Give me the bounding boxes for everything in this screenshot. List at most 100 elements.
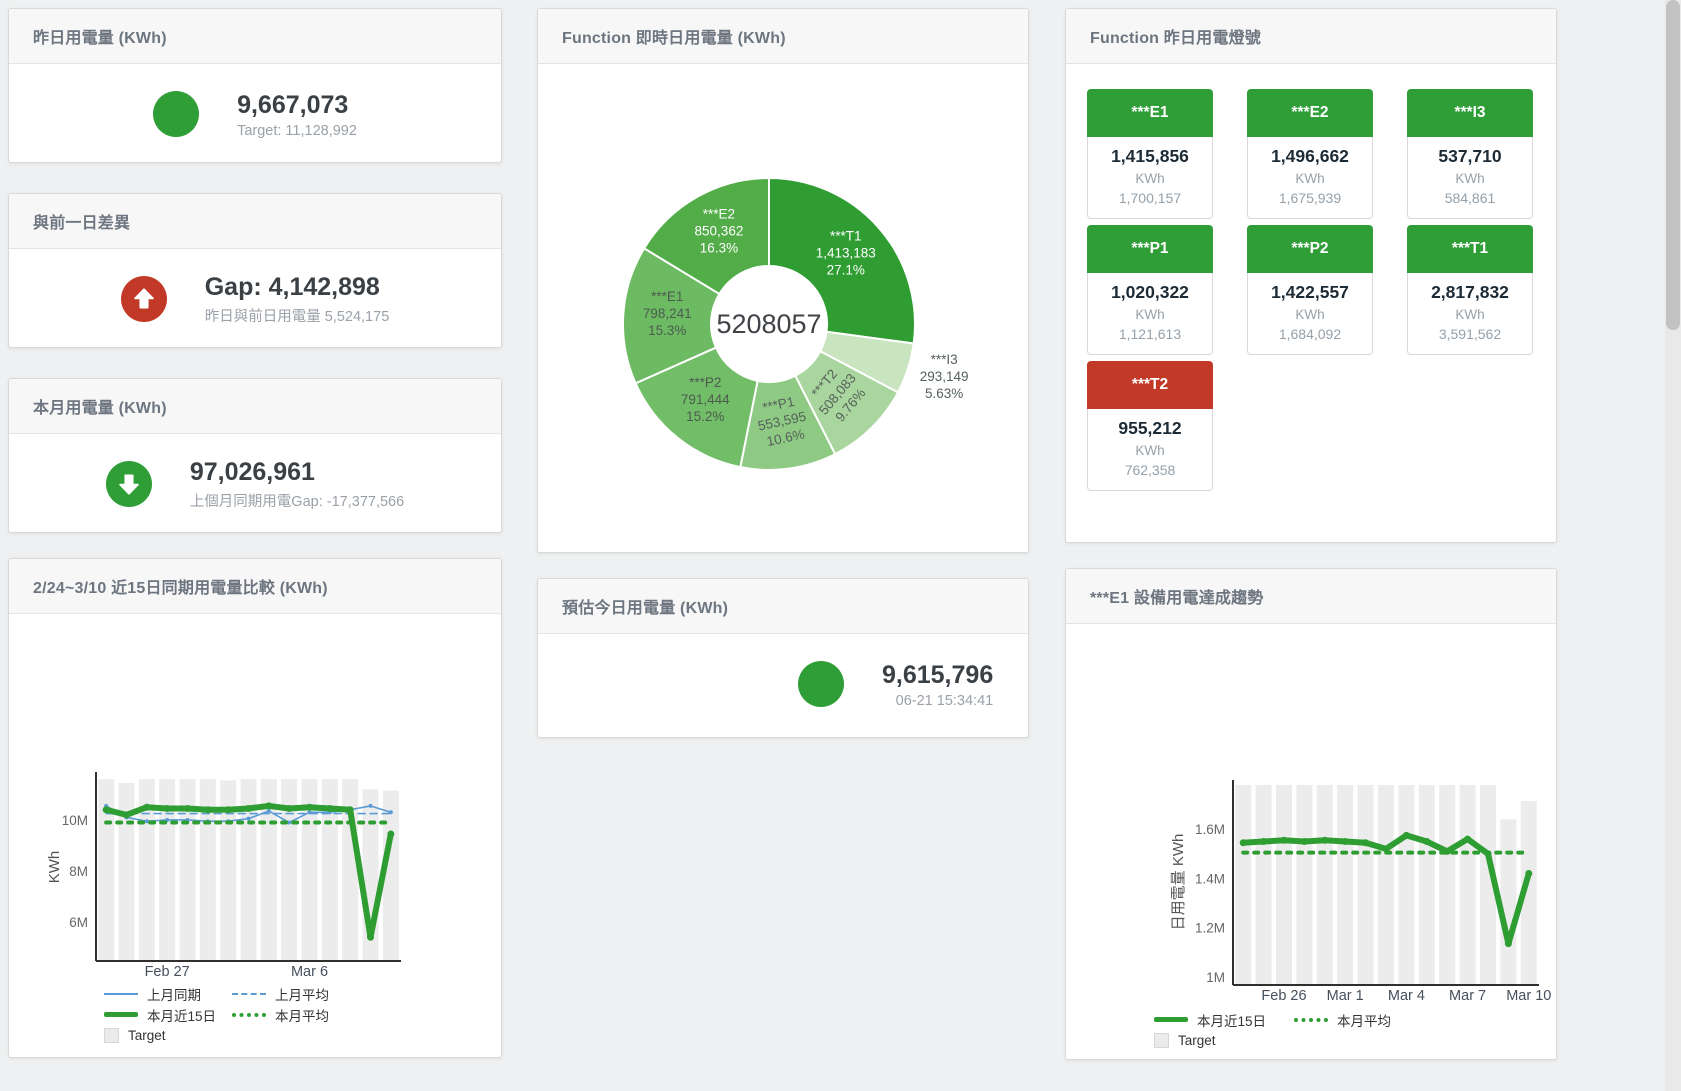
target-bar [382,790,399,961]
series-point [265,802,273,810]
panel-header[interactable]: 本月用電量 (KWh) [9,379,501,434]
panel-yesterday-usage: 昨日用電量 (KWh) 9,667,073 Target: 11,128,992 [8,8,502,163]
series-point [367,933,374,941]
status-light-tile: ***T1 2,817,832 KWh 3,591,562 [1407,225,1533,355]
panel-gap-previous-day: 與前一日差異 Gap: 4,142,898 昨日與前日用電量 5,524,175 [8,193,502,348]
donut-slice-E1[interactable] [622,246,721,385]
status-light-tile: ***P1 1,020,322 KWh 1,121,613 [1087,225,1213,355]
function-usage-donut-chart[interactable]: ***T1 1,413,183 27.1%***I3 293,149 5.63%***T… [538,64,1028,553]
series-point [204,806,212,814]
series-point [245,804,252,812]
tile-target: 1,700,157 [1118,190,1182,206]
panel-header[interactable]: ***E1 設備用電達成趨勢 [1066,569,1556,624]
tile-target: 1,675,939 [1278,190,1342,206]
stat-sub: 上個月同期用電Gap: -17,377,566 [189,494,405,510]
series-point [123,811,130,819]
target-box-icon [104,1028,119,1043]
chart-legend: 上月同期 上月平均 本月近15日 本月平均 Target [104,983,329,1046]
legend-row: 本月近15日 本月平均 [1154,1009,1391,1030]
legend-label: 本月平均 [275,1008,329,1024]
donut-slice-label: ***T1 1,413,183 27.1% [816,228,876,277]
tile-body: 1,415,856 KWh 1,700,157 [1087,137,1213,219]
target-bar [1378,784,1394,985]
target-bar [179,779,196,961]
target-bar [1459,784,1476,985]
target-bar [1296,784,1313,985]
series-point [306,803,313,811]
panel-header[interactable]: Function 即時日用電量 (KWh) [538,9,1028,64]
tile-target: 584,861 [1444,190,1496,206]
legend-item-green-dot[interactable]: 本月平均 [232,1005,329,1025]
series-point [1321,836,1329,844]
panel-header[interactable]: Function 昨日用電燈號 [1066,9,1556,64]
panel-title: Function 昨日用電燈號 [1090,30,1261,47]
status-light-tiles: ***E1 1,415,856 KWh 1,700,157 ***E2 1,496,662… [1087,89,1533,491]
tile-target: 1,684,092 [1278,326,1342,342]
e1-trend-line-chart[interactable]: 1M 1.2M 1.4M 1.6M Feb 26 Mar 1 Mar 4 Mar 7 Mar 1… [1066,624,1556,1010]
tile-value: 537,710 [1438,146,1502,166]
donut-slice-P2[interactable] [634,346,759,469]
panel-header[interactable]: 2/24~3/10 近15日同期用電量比較 (KWh) [9,559,501,614]
donut-slice-label: ***E1 798,241 15.3% [643,289,692,338]
donut-slice-E2[interactable] [642,176,770,296]
panel-title: ***E1 設備用電達成趨勢 [1090,590,1264,607]
target-bar [1235,784,1252,985]
legend-item-green-thick[interactable]: 本月近15日 [1154,1010,1294,1030]
tile-unit: KWh [1455,171,1485,186]
panel-title: 昨日用電量 (KWh) [33,30,167,47]
panel-title: 與前一日差異 [33,215,131,232]
legend-item-blue-line[interactable]: 上月同期 [104,984,232,1004]
legend-row: 本月近15日 本月平均 [104,1004,329,1025]
legend-row: Target [104,1025,329,1046]
blue-line-icon [104,992,138,995]
panel-title: 本月用電量 (KWh) [33,400,167,417]
target-bar [220,780,237,961]
blue-dash-icon [232,992,266,995]
legend-item-blue-dash[interactable]: 上月平均 [232,984,329,1004]
tile-function-label: ***I3 [1407,89,1533,137]
stat-value: 97,026,961 [189,458,315,486]
series-point [1525,870,1533,878]
panel-header[interactable]: 昨日用電量 (KWh) [9,9,501,64]
target-bar [1418,784,1435,985]
target-bar [240,779,257,961]
tile-function-label: ***P1 [1087,225,1213,273]
scrollbar-thumb[interactable] [1666,0,1680,330]
tile-body: 1,020,322 KWh 1,121,613 [1087,273,1213,355]
series-point [285,804,293,812]
target-bar [321,779,338,961]
legend-item-target-box[interactable]: Target [104,1028,329,1043]
series-point [1504,940,1512,948]
series-point [387,830,395,838]
target-bar [118,782,135,961]
x-tick-label: Feb 27 [145,964,190,980]
tile-function-label: ***E2 [1247,89,1373,137]
green-dot-icon [232,1012,266,1017]
x-tick-label: Mar 1 [1327,988,1364,1004]
tile-unit: KWh [1295,171,1325,186]
series-point [1423,838,1431,846]
panel-forecast-today: 預估今日用電量 (KWh) 9,615,796 06-21 15:34:41 [537,578,1029,738]
series-point [1362,839,1370,847]
tile-value: 955,212 [1118,418,1182,438]
tile-value: 1,496,662 [1271,146,1349,166]
panel-header[interactable]: 預估今日用電量 (KWh) [538,579,1028,634]
tile-body: 1,496,662 KWh 1,675,939 [1247,137,1373,219]
target-bar [1520,800,1537,985]
target-bar [1357,784,1374,985]
legend-item-green-thick[interactable]: 本月近15日 [104,1005,232,1025]
legend-item-target-box[interactable]: Target [1154,1033,1391,1048]
legend-item-green-dot[interactable]: 本月平均 [1294,1010,1391,1030]
donut-slice-T1[interactable] [768,176,916,345]
panel-status-lights: Function 昨日用電燈號 ***E1 1,415,856 KWh 1,700,1… [1065,8,1557,543]
tile-target: 1,121,613 [1118,326,1182,342]
tile-function-label: ***T1 [1407,225,1533,273]
compare-15day-line-chart[interactable]: 6M 8M 10M Feb 27 Mar 6 KWh [9,614,501,1006]
legend-row: Target [1154,1030,1391,1051]
stat-body: 97,026,961 上個月同期用電Gap: -17,377,566 [9,434,501,534]
panel-header[interactable]: 與前一日差異 [9,194,501,249]
series-point [163,804,171,812]
y-tick-label: 1.2M [1195,921,1225,936]
legend-label: Target [128,1028,166,1043]
